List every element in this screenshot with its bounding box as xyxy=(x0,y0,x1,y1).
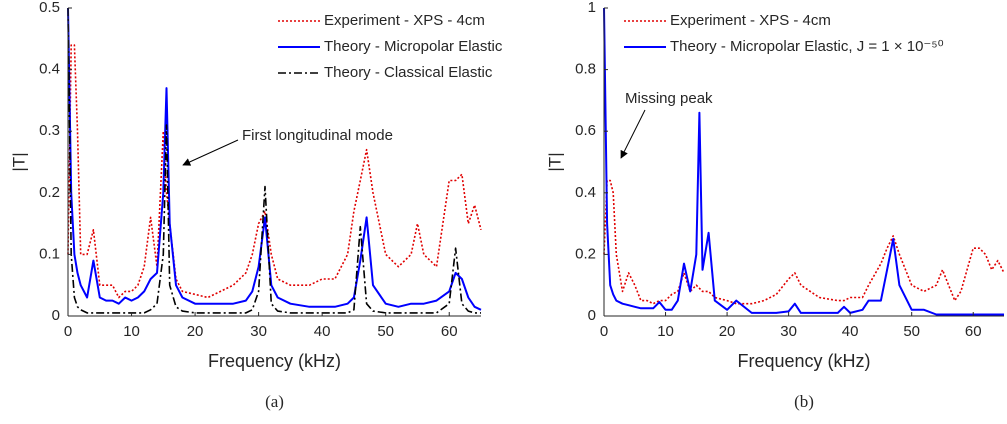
legend-label: Theory - Classical Elastic xyxy=(324,64,493,81)
y-tick-label: 0.4 xyxy=(39,61,60,78)
y-tick-label: 0.3 xyxy=(39,122,60,139)
x-tick-label: 10 xyxy=(123,323,140,340)
y-tick-label: 0.2 xyxy=(575,245,596,262)
legend-label: Theory - Micropolar Elastic xyxy=(324,38,503,55)
series-line xyxy=(603,7,1004,316)
legend-label: Experiment - XPS - 4cm xyxy=(670,12,831,29)
y-axis-label: |T| xyxy=(9,152,28,171)
y-tick-label: 1 xyxy=(588,0,596,16)
x-tick-label: 20 xyxy=(719,323,736,340)
caption: (b) xyxy=(794,392,814,411)
x-axis-label: Frequency (kHz) xyxy=(208,351,341,371)
x-tick-label: 0 xyxy=(64,323,72,340)
caption: (a) xyxy=(265,392,284,411)
y-axis-label: |T| xyxy=(545,152,564,171)
x-axis-label: Frequency (kHz) xyxy=(737,351,870,371)
annotation: Missing peak xyxy=(625,90,713,107)
x-tick-label: 30 xyxy=(250,323,267,340)
x-tick-label: 20 xyxy=(187,323,204,340)
y-tick-label: 0.5 xyxy=(39,0,60,16)
x-tick-label: 50 xyxy=(903,323,920,340)
y-tick-label: 0.4 xyxy=(575,184,596,201)
series-line xyxy=(67,7,482,311)
x-tick-label: 30 xyxy=(780,323,797,340)
y-tick-label: 0.6 xyxy=(575,122,596,139)
series-line xyxy=(603,179,1005,305)
x-tick-label: 40 xyxy=(314,323,331,340)
x-tick-label: 50 xyxy=(377,323,394,340)
annotation: First longitudinal mode xyxy=(242,127,393,144)
x-tick-label: 10 xyxy=(657,323,674,340)
y-tick-label: 0 xyxy=(52,307,60,324)
y-tick-label: 0 xyxy=(588,307,596,324)
legend-label: Experiment - XPS - 4cm xyxy=(324,12,485,29)
y-tick-label: 0.1 xyxy=(39,245,60,262)
y-tick-label: 0.2 xyxy=(39,184,60,201)
x-tick-label: 60 xyxy=(441,323,458,340)
annotation-arrow xyxy=(182,139,239,166)
x-tick-label: 60 xyxy=(965,323,982,340)
x-tick-label: 0 xyxy=(600,323,608,340)
x-tick-label: 40 xyxy=(842,323,859,340)
series-line xyxy=(67,44,482,299)
legend-label: Theory - Micropolar Elastic, J = 1 × 10⁻… xyxy=(670,38,944,55)
series-line xyxy=(67,7,481,314)
y-tick-label: 0.8 xyxy=(575,61,596,78)
annotation-arrow xyxy=(620,109,646,159)
